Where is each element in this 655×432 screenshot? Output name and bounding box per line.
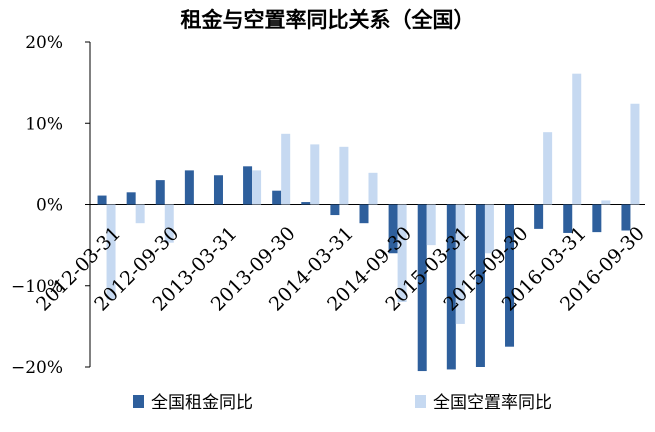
bar-rent bbox=[563, 204, 573, 233]
bar-vacancy bbox=[484, 204, 494, 254]
bar-vacancy bbox=[310, 144, 320, 205]
bar-rent bbox=[155, 180, 165, 205]
legend-swatch bbox=[415, 395, 426, 408]
chart-title: 租金与空置率同比关系（全国） bbox=[180, 8, 475, 32]
bar-rent bbox=[534, 204, 544, 229]
bar-vacancy bbox=[368, 172, 378, 205]
bar-vacancy bbox=[572, 73, 582, 205]
bar-rent bbox=[446, 204, 456, 370]
y-tick-label: 10% bbox=[25, 114, 63, 134]
bar-vacancy bbox=[455, 204, 465, 324]
bar-vacancy bbox=[397, 204, 407, 302]
bar-rent bbox=[330, 204, 340, 216]
bar-vacancy bbox=[630, 103, 640, 205]
bar-vacancy bbox=[164, 204, 174, 243]
bar-rent bbox=[213, 175, 223, 205]
legend-swatch bbox=[133, 395, 144, 408]
bar-rent bbox=[126, 192, 136, 205]
bar-vacancy bbox=[543, 132, 553, 205]
bar-rent bbox=[301, 202, 311, 205]
bar-rent bbox=[505, 204, 515, 347]
bar-rent bbox=[417, 204, 427, 372]
bar-rent bbox=[184, 170, 194, 205]
bar-vacancy bbox=[281, 133, 291, 205]
bar-rent bbox=[272, 190, 282, 205]
bar-rent bbox=[475, 204, 485, 367]
bar-rent bbox=[243, 166, 253, 205]
bar-rent bbox=[97, 195, 107, 205]
bar-vacancy bbox=[601, 200, 611, 205]
legend-label: 全国空置率同比 bbox=[433, 393, 552, 413]
bar-vacancy bbox=[339, 146, 349, 205]
y-tick-label: 20% bbox=[25, 33, 63, 53]
bar-vacancy bbox=[426, 204, 436, 246]
bar-rent bbox=[388, 204, 398, 254]
legend-label: 全国租金同比 bbox=[151, 393, 253, 413]
bar-rent bbox=[621, 204, 631, 231]
bar-vacancy bbox=[252, 170, 262, 205]
y-tick-label: −20% bbox=[11, 358, 63, 378]
bar-rent bbox=[592, 204, 602, 233]
bar-vacancy bbox=[135, 204, 145, 224]
y-tick-label: 0% bbox=[36, 196, 63, 216]
y-tick-label: −10% bbox=[11, 277, 63, 297]
bar-vacancy bbox=[106, 204, 116, 300]
bar-rent bbox=[359, 204, 369, 224]
